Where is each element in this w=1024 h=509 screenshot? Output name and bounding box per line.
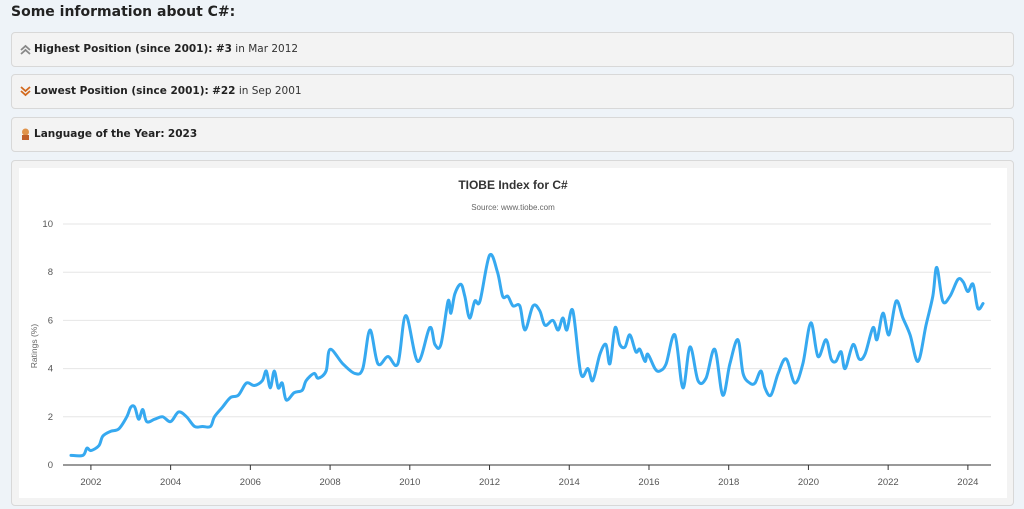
info-panel: Highest Position (since 2001): #3 in Mar… — [11, 32, 1014, 67]
x-tick-label: 2004 — [160, 477, 181, 488]
x-tick-label: 2018 — [718, 477, 739, 488]
chart: TIOBE Index for C# Source: www.tiobe.com… — [29, 178, 991, 488]
y-axis-label: Ratings (%) — [29, 324, 39, 369]
y-tick-label: 8 — [48, 267, 53, 278]
chart-panel: TIOBE Index for C# Source: www.tiobe.com… — [11, 160, 1014, 506]
info-value: #22 — [212, 85, 236, 97]
info-panel: Lowest Position (since 2001): #22 in Sep… — [11, 74, 1014, 109]
info-detail: in Mar 2012 — [235, 43, 299, 55]
down-icon — [20, 85, 31, 96]
info-value: 2023 — [167, 128, 198, 140]
up-icon — [20, 44, 31, 55]
x-tick-label: 2012 — [479, 477, 500, 488]
x-tick-label: 2020 — [798, 477, 819, 488]
y-tick-label: 10 — [42, 219, 53, 230]
chart-subtitle: Source: www.tiobe.com — [471, 203, 555, 212]
info-detail: in Sep 2001 — [238, 85, 302, 97]
info-label: Lowest Position (since 2001): — [34, 85, 209, 97]
chart-box: TIOBE Index for C# Source: www.tiobe.com… — [19, 168, 1007, 498]
y-tick-label: 6 — [48, 315, 53, 326]
x-tick-label: 2008 — [320, 477, 341, 488]
info-panel: Language of the Year: 2023 — [11, 117, 1014, 152]
x-tick-label: 2006 — [240, 477, 261, 488]
info-label: Language of the Year: — [34, 128, 165, 140]
info-value: #3 — [215, 43, 232, 55]
y-tick-label: 4 — [48, 364, 53, 375]
x-tick-label: 2014 — [559, 477, 580, 488]
y-tick-label: 0 — [48, 460, 53, 471]
x-tick-label: 2002 — [80, 477, 101, 488]
x-tick-label: 2024 — [957, 477, 978, 488]
heading: Some information about C#: — [11, 4, 236, 20]
y-tick-label: 2 — [48, 412, 53, 423]
award-icon — [22, 128, 29, 140]
info-label: Highest Position (since 2001): — [34, 43, 213, 55]
x-tick-label: 2010 — [399, 477, 420, 488]
x-tick-label: 2016 — [638, 477, 659, 488]
x-tick-label: 2022 — [878, 477, 899, 488]
chart-title: TIOBE Index for C# — [458, 178, 568, 192]
data-line — [69, 252, 985, 458]
